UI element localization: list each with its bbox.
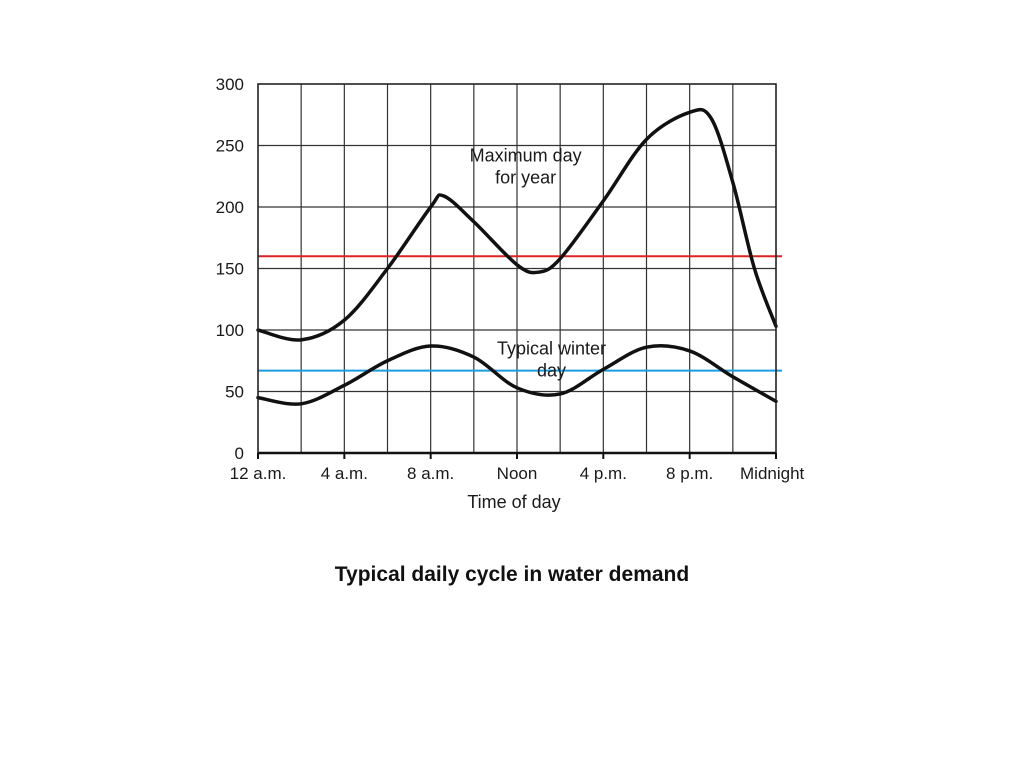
x-tick-label: Midnight [740,464,805,483]
x-tick-label: 4 p.m. [580,464,627,483]
series-lines [256,107,778,406]
x-tick-label: 12 a.m. [230,464,287,483]
reference-lines [258,255,782,372]
x-tick-labels: 12 a.m. 4 a.m. 8 a.m. Noon 4 p.m. 8 p.m. Midni… [230,453,805,483]
annotations: Maximum day for year Typical winter day [470,145,606,380]
chart-annotation: Maximum day for year [470,145,582,187]
x-tick-label: 8 a.m. [407,464,454,483]
figure-caption: Typical daily cycle in water demand [334,563,690,586]
series-line-maximum-day [256,107,778,342]
y-tick-label: 300 [216,75,244,94]
chart-grid [258,84,776,453]
y-tick-label: 200 [216,198,244,217]
x-tick-label: 4 a.m. [321,464,368,483]
y-tick-label: 250 [216,137,244,156]
y-tick-label: 50 [225,383,244,402]
y-tick-label: 150 [216,260,244,279]
series-line-winter-day [256,343,778,406]
y-tick-labels: 0 50 100 150 200 250 300 [216,75,244,463]
x-tick-label: Noon [497,464,538,483]
chart-annotation: Typical winter day [497,339,606,381]
y-tick-label: 0 [235,444,244,463]
y-tick-label: 100 [216,321,244,340]
x-axis-title: Time of day [467,492,560,512]
x-tick-label: 8 p.m. [666,464,713,483]
